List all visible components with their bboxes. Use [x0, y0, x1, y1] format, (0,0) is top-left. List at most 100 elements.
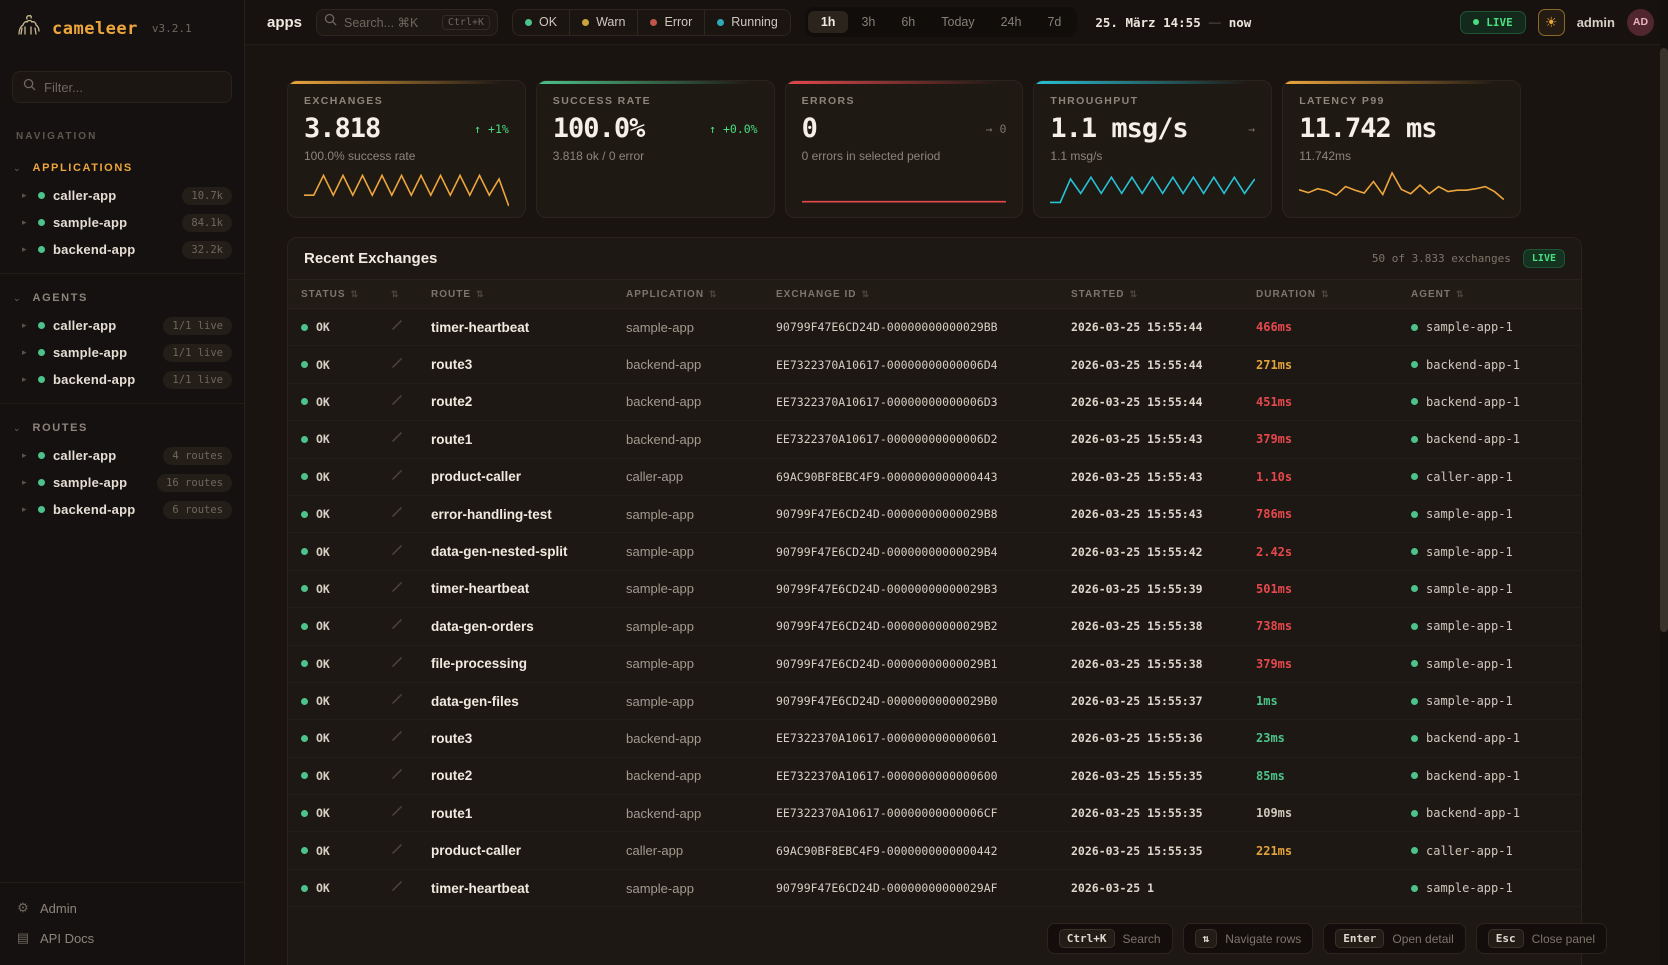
- trend-cell: [378, 393, 418, 411]
- table-header: STATUS ⇅ ⇅ ROUTE ⇅ APPLICATION ⇅ EXCHANGE ID ⇅ ST…: [288, 279, 1581, 309]
- duration-cell: 271ms: [1243, 358, 1398, 372]
- status-filter-warn[interactable]: Warn: [569, 9, 638, 35]
- agent-cell: caller-app-1: [1398, 844, 1581, 858]
- sidebar-footer-admin[interactable]: ⚙ Admin: [0, 893, 244, 923]
- scrollbar-track[interactable]: [1660, 0, 1668, 965]
- section-header-applications[interactable]: ⌄ APPLICATIONS: [0, 154, 244, 182]
- sidebar-item-applications-caller-app[interactable]: ▸ caller-app 10.7k: [0, 182, 244, 209]
- column-header-application[interactable]: APPLICATION ⇅: [613, 289, 763, 300]
- chevron-right-icon: ▸: [22, 190, 27, 200]
- column-header-duration[interactable]: DURATION ⇅: [1243, 289, 1398, 300]
- sidebar-item-applications-backend-app[interactable]: ▸ backend-app 32.2k: [0, 236, 244, 263]
- table-row[interactable]: OK product-caller caller-app 69AC90BF8EBC4F…: [288, 459, 1581, 496]
- table-row[interactable]: OK route1 backend-app EE7322370A10617-00000…: [288, 421, 1581, 459]
- section-header-routes[interactable]: ⌄ ROUTES: [0, 414, 244, 442]
- hint-label: Navigate rows: [1225, 931, 1302, 946]
- column-header-trend[interactable]: ⇅: [378, 289, 418, 300]
- column-header-started[interactable]: STARTED ⇅: [1058, 289, 1243, 300]
- status-filter-running[interactable]: Running: [704, 9, 790, 35]
- route-name: data-gen-nested-split: [431, 544, 568, 560]
- duration-value: 1ms: [1256, 694, 1278, 709]
- sidebar-item-label: sample-app: [53, 475, 128, 490]
- agent-name: backend-app-1: [1426, 768, 1520, 783]
- table-row[interactable]: OK timer-heartbeat sample-app 90799F47E6CD2…: [288, 870, 1581, 908]
- exchange-id: 90799F47E6CD24D-00000000000029BB: [776, 320, 998, 335]
- time-range-24h[interactable]: 24h: [1000, 15, 1022, 29]
- time-range-7d[interactable]: 7d: [1047, 15, 1062, 29]
- column-header-exchange-id[interactable]: EXCHANGE ID ⇅: [763, 289, 1058, 300]
- started-cell: 2026-03-25 15:55:43: [1058, 507, 1243, 521]
- time-range-1h[interactable]: 1h: [807, 11, 849, 33]
- status-cell: OK: [288, 619, 378, 633]
- exchange-id: EE7322370A10617-00000000000006D4: [776, 357, 998, 372]
- table-row[interactable]: OK route1 backend-app EE7322370A10617-00000…: [288, 795, 1581, 833]
- column-header-route[interactable]: ROUTE ⇅: [418, 289, 613, 300]
- hint-label: Search: [1122, 931, 1161, 946]
- sidebar-item-routes-sample-app[interactable]: ▸ sample-app 16 routes: [0, 469, 244, 496]
- time-range-3h[interactable]: 3h: [861, 15, 876, 29]
- sidebar-item-agents-caller-app[interactable]: ▸ caller-app 1/1 live: [0, 312, 244, 339]
- card-subtitle: 100.0% success rate: [304, 149, 416, 163]
- hint-key: Ctrl+K: [1058, 929, 1115, 948]
- brand[interactable]: cameleer v3.2.1: [0, 0, 244, 57]
- hint-close-panel: Esc Close panel: [1475, 923, 1607, 954]
- stat-card-throughput[interactable]: THROUGHPUT 1.1 msg/s → 1.1 msg/s: [1033, 80, 1273, 218]
- table-row[interactable]: OK route2 backend-app EE7322370A10617-00000…: [288, 758, 1581, 796]
- trend-cell: [378, 356, 418, 374]
- avatar[interactable]: AD: [1627, 8, 1654, 36]
- route-cell: route3: [418, 357, 613, 372]
- table-row[interactable]: OK product-caller caller-app 69AC90BF8EBC4F…: [288, 832, 1581, 870]
- agent-name: backend-app-1: [1426, 432, 1520, 447]
- table-row[interactable]: OK data-gen-nested-split sample-app 90799F4…: [288, 533, 1581, 571]
- column-header-status[interactable]: STATUS ⇅: [288, 289, 378, 300]
- table-row[interactable]: OK data-gen-orders sample-app 90799F47E6CD2…: [288, 608, 1581, 646]
- route-cell: error-handling-test: [418, 507, 613, 522]
- footer-label: API Docs: [40, 930, 95, 946]
- sidebar-filter[interactable]: [12, 71, 232, 103]
- route-name: timer-heartbeat: [431, 581, 530, 597]
- table-row[interactable]: OK file-processing sample-app 90799F47E6CD2…: [288, 646, 1581, 683]
- agent-cell: backend-app-1: [1398, 769, 1581, 783]
- column-header-agent[interactable]: AGENT ⇅: [1398, 289, 1581, 300]
- time-range-today[interactable]: Today: [941, 15, 975, 29]
- sidebar-item-routes-backend-app[interactable]: ▸ backend-app 6 routes: [0, 496, 244, 523]
- date-range[interactable]: 25. März 14:55 — now: [1095, 15, 1251, 30]
- table-row[interactable]: OK timer-heartbeat sample-app 90799F47E6CD2…: [288, 571, 1581, 609]
- global-search[interactable]: Search... ⌘K Ctrl+K: [316, 8, 499, 36]
- live-toggle-button[interactable]: LIVE: [1460, 10, 1526, 34]
- time-range-6h[interactable]: 6h: [901, 15, 916, 29]
- table-row[interactable]: OK timer-heartbeat sample-app 90799F47E6CD2…: [288, 309, 1581, 347]
- sidebar-item-routes-caller-app[interactable]: ▸ caller-app 4 routes: [0, 442, 244, 469]
- stat-card-errors[interactable]: ERRORS 0 → 0 0 errors in selected period: [784, 80, 1024, 218]
- trend-cell: [378, 318, 418, 336]
- duration-cell: 379ms: [1243, 657, 1398, 671]
- theme-toggle-button[interactable]: ☀: [1537, 8, 1565, 36]
- sidebar-item-agents-backend-app[interactable]: ▸ backend-app 1/1 live: [0, 366, 244, 393]
- table-row[interactable]: OK route3 backend-app EE7322370A10617-00000…: [288, 346, 1581, 384]
- card-value: 3.818: [304, 113, 381, 144]
- agent-name: sample-app-1: [1426, 544, 1513, 559]
- section-header-agents[interactable]: ⌄ AGENTS: [0, 284, 244, 312]
- sidebar-footer-api-docs[interactable]: ▤ API Docs: [0, 923, 244, 953]
- stat-card-exchanges[interactable]: EXCHANGES 3.818 ↑ +1% 100.0% success rate: [287, 80, 526, 218]
- table-row[interactable]: OK route2 backend-app EE7322370A10617-00000…: [288, 384, 1581, 422]
- filter-input[interactable]: [44, 79, 221, 95]
- ok-dot-icon: [301, 660, 308, 668]
- route-name: data-gen-orders: [431, 618, 534, 634]
- table-row[interactable]: OK error-handling-test sample-app 90799F47E…: [288, 496, 1581, 534]
- stat-card-success-rate[interactable]: SUCCESS RATE 100.0% ↑ +0.0% 3.818 ok / 0 er…: [535, 80, 775, 218]
- sidebar-item-applications-sample-app[interactable]: ▸ sample-app 84.1k: [0, 209, 244, 236]
- status-filter-ok[interactable]: OK: [513, 9, 570, 35]
- status-filter-error[interactable]: Error: [637, 9, 705, 35]
- card-delta: ↑ +0.0%: [709, 121, 758, 136]
- started-cell: 2026-03-25 15:55:35: [1058, 806, 1243, 820]
- stat-card-latency-p99[interactable]: LATENCY P99 11.742 ms 11.742ms: [1282, 80, 1521, 218]
- table-row[interactable]: OK route3 backend-app EE7322370A10617-00000…: [288, 720, 1581, 758]
- ok-dot-icon: [301, 809, 308, 817]
- sidebar-item-agents-sample-app[interactable]: ▸ sample-app 1/1 live: [0, 339, 244, 366]
- scrollbar-thumb[interactable]: [1660, 48, 1668, 632]
- table-row[interactable]: OK data-gen-files sample-app 90799F47E6CD24…: [288, 683, 1581, 721]
- duration-value: 2.42s: [1256, 544, 1293, 559]
- ok-dot-icon: [301, 847, 308, 855]
- card-accent-bar: [1034, 81, 1272, 84]
